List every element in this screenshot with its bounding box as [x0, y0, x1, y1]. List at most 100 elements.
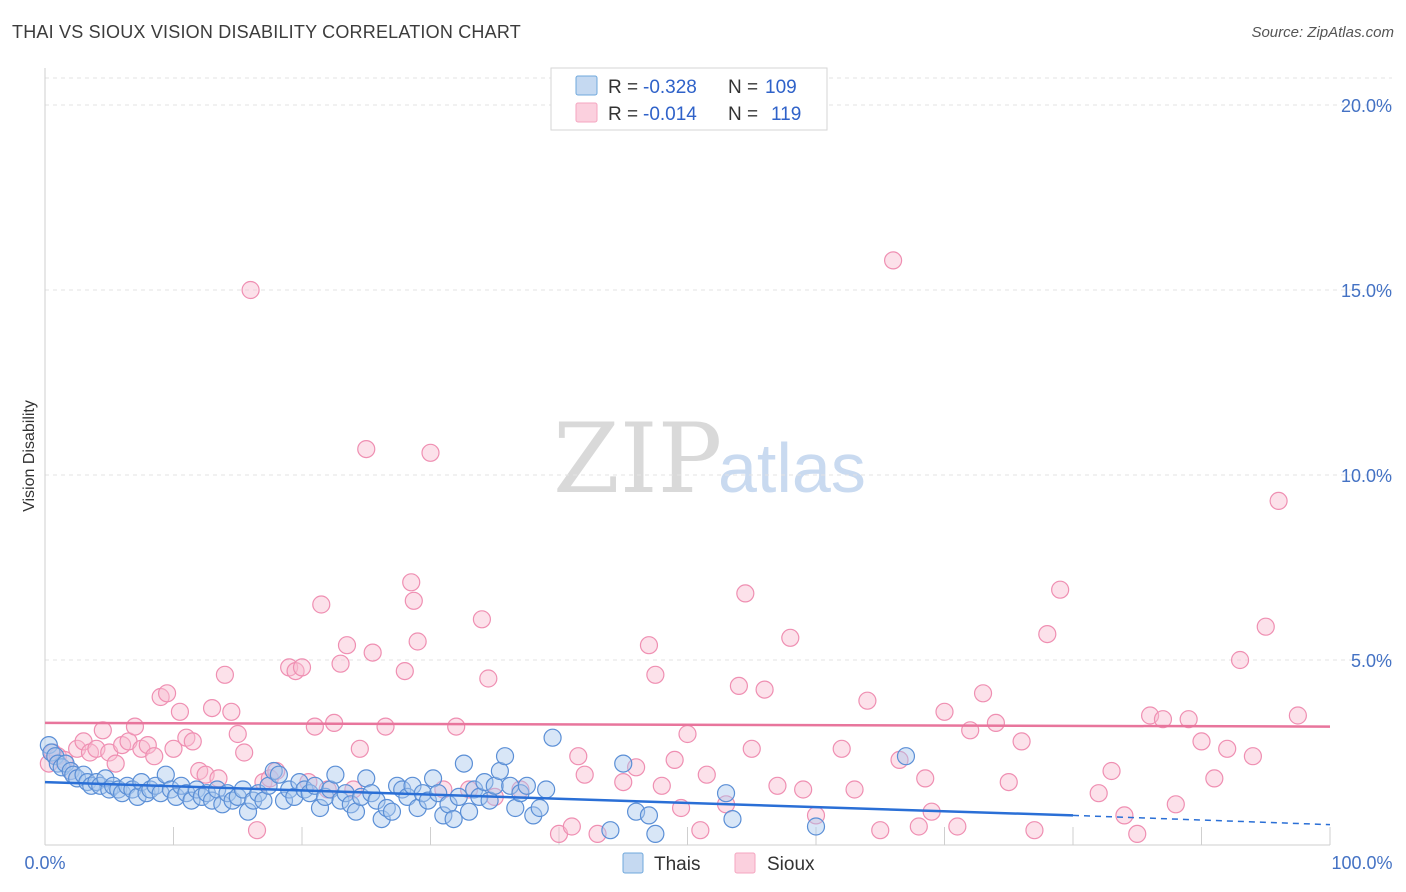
thais-point — [454, 754, 474, 773]
thais-point — [537, 780, 556, 799]
sioux-point — [215, 665, 234, 684]
sioux-point — [832, 739, 851, 758]
sioux-point — [614, 772, 633, 792]
thais-points — [39, 728, 916, 844]
sioux-point — [1089, 784, 1108, 803]
sioux-point — [479, 669, 498, 688]
sioux-point — [202, 698, 222, 718]
thais-point — [723, 809, 742, 829]
sioux-point — [1038, 624, 1057, 644]
sioux-point — [697, 765, 716, 784]
sioux-point — [125, 717, 145, 736]
x-tick-label-min: 0.0% — [24, 853, 65, 873]
legend-r-label-thais: R = — [608, 77, 638, 98]
bottom-legend-label-thais: Thais — [654, 854, 700, 875]
thais-point — [601, 821, 620, 840]
y-tick-labels: 5.0% 10.0% 15.0% 20.0% — [1341, 96, 1392, 671]
thais-point — [213, 795, 232, 814]
legend-n-label-sioux: N = — [728, 104, 758, 125]
series-legend: Thais Sioux — [622, 852, 815, 875]
sioux-point — [1166, 795, 1185, 814]
source-label: Source: ZipAtlas.com — [1251, 24, 1394, 41]
sioux-point — [363, 643, 382, 662]
thais-point — [459, 802, 479, 821]
sioux-points — [39, 251, 1307, 844]
chart-title: THAI VS SIOUX VISION DISABILITY CORRELAT… — [12, 22, 521, 42]
legend-n-label-thais: N = — [728, 77, 758, 98]
sioux-point — [794, 780, 813, 799]
sioux-point — [742, 739, 761, 758]
x-tick-label-max: 100.0% — [1331, 853, 1392, 873]
bottom-legend-label-sioux: Sioux — [767, 854, 815, 875]
sioux-point — [845, 780, 864, 799]
sioux-point — [395, 661, 414, 681]
thais-point — [434, 806, 453, 825]
legend-r-label-sioux: R = — [608, 104, 638, 125]
sioux-point — [1192, 732, 1211, 751]
sioux-point — [916, 769, 935, 788]
sioux-point — [1218, 739, 1237, 758]
sioux-point — [1051, 580, 1070, 599]
sioux-point — [305, 717, 324, 736]
sioux-point — [164, 739, 183, 758]
sioux-point — [646, 665, 665, 684]
sioux-point — [1115, 806, 1134, 825]
thais-point — [495, 747, 515, 766]
sioux-point — [1205, 769, 1224, 788]
bottom-legend-swatch-sioux — [734, 852, 756, 874]
sioux-point — [755, 680, 774, 699]
sioux-point — [1230, 650, 1250, 670]
sioux-point — [1128, 824, 1147, 844]
sioux-point — [1256, 617, 1275, 636]
bottom-legend-swatch-thais — [622, 852, 644, 874]
legend-swatch-thais — [575, 75, 598, 96]
thais-point — [543, 728, 562, 747]
sioux-point — [170, 702, 190, 721]
sioux-point — [691, 821, 710, 840]
trend-lines — [44, 721, 1331, 826]
thais-point — [274, 791, 294, 810]
thais-point — [310, 798, 330, 818]
y-axis-title: Vision Disability — [21, 400, 38, 512]
thais-point — [182, 791, 201, 810]
sioux-point — [1153, 710, 1173, 729]
sioux-point — [447, 717, 466, 736]
thais-point — [269, 765, 288, 784]
sioux-point — [973, 684, 993, 703]
sioux-point — [404, 591, 423, 610]
thais-point — [716, 784, 736, 803]
sioux-point — [1012, 732, 1031, 751]
thais-point — [372, 809, 391, 829]
thais-point — [418, 791, 438, 810]
sioux-point — [472, 610, 491, 629]
thais-point — [444, 809, 463, 829]
y-tick-label: 10.0% — [1341, 466, 1392, 486]
sioux-point — [639, 636, 659, 655]
sioux-point — [1102, 761, 1121, 781]
sioux-point — [331, 654, 350, 673]
sioux-point — [935, 702, 954, 721]
thais-point — [639, 806, 659, 825]
sioux-point — [562, 817, 581, 836]
sioux-point — [858, 691, 877, 710]
legend-r-value-sioux: -0.014 — [643, 104, 697, 125]
sioux-point — [652, 776, 671, 795]
sioux-point — [871, 821, 890, 840]
sioux-point — [93, 721, 112, 740]
sioux-point — [999, 772, 1018, 792]
thais-point — [202, 791, 222, 810]
sioux-point — [241, 280, 260, 300]
sioux-point — [145, 747, 164, 766]
sioux-point — [1025, 821, 1044, 840]
sioux-point — [1269, 491, 1288, 510]
sioux-point — [292, 658, 312, 677]
sioux-point — [909, 817, 928, 836]
sioux-point — [459, 780, 479, 799]
y-tick-label: 5.0% — [1351, 651, 1392, 671]
thais-point — [475, 772, 494, 792]
sioux-point — [357, 440, 376, 459]
sioux-point — [1288, 706, 1307, 725]
sioux-point — [768, 776, 787, 795]
y-tick-label: 15.0% — [1341, 281, 1392, 301]
